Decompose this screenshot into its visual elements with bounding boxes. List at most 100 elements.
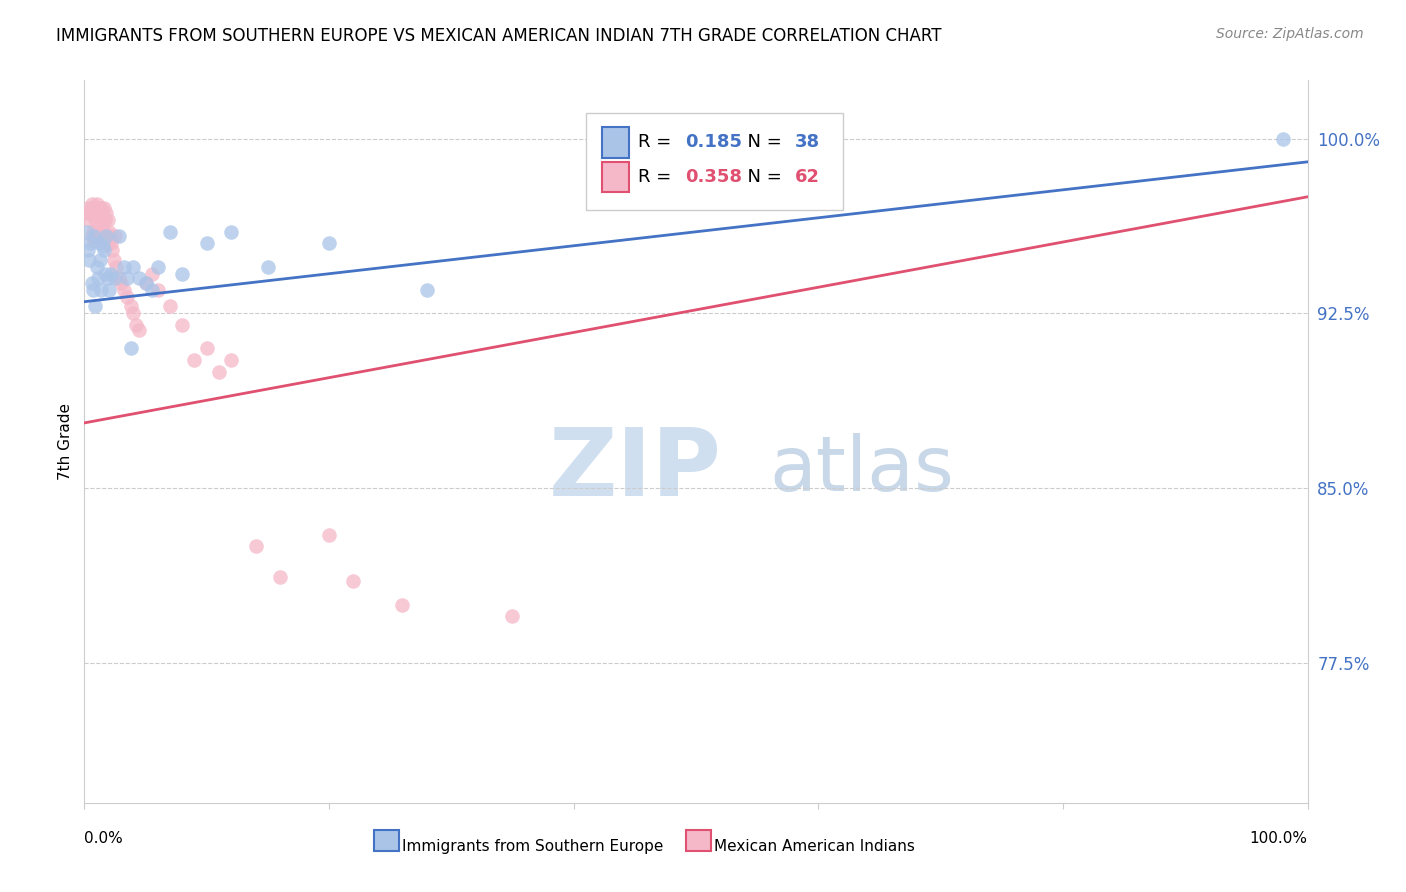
Text: Mexican American Indians: Mexican American Indians: [714, 838, 915, 854]
Text: 0.358: 0.358: [685, 168, 742, 186]
Point: [103, 252, 125, 267]
Point: [318, 236, 340, 251]
Point: [77, 213, 100, 227]
Point: [104, 271, 127, 285]
Point: [79, 206, 101, 220]
Point: [100, 267, 122, 281]
Point: [87, 206, 110, 220]
Point: [112, 283, 135, 297]
Point: [86, 196, 108, 211]
Point: [172, 267, 194, 281]
Point: [115, 290, 138, 304]
Point: [342, 574, 364, 589]
Point: [84, 299, 107, 313]
Text: 100.0%: 100.0%: [1250, 830, 1308, 846]
Point: [89, 229, 111, 244]
Point: [97, 283, 120, 297]
Point: [77, 252, 100, 267]
Point: [89, 213, 111, 227]
Point: [125, 318, 148, 332]
Point: [1272, 131, 1295, 145]
Point: [90, 283, 112, 297]
Text: Source: ZipAtlas.com: Source: ZipAtlas.com: [1216, 27, 1364, 41]
Point: [84, 229, 107, 244]
Point: [76, 225, 98, 239]
Point: [80, 196, 103, 211]
Point: [94, 229, 117, 244]
Point: [107, 229, 129, 244]
FancyBboxPatch shape: [586, 112, 842, 211]
Text: 0.185: 0.185: [685, 134, 742, 152]
Point: [141, 283, 163, 297]
Point: [195, 341, 218, 355]
Text: N =: N =: [737, 134, 787, 152]
Point: [87, 202, 110, 216]
Text: IMMIGRANTS FROM SOUTHERN EUROPE VS MEXICAN AMERICAN INDIAN 7TH GRADE CORRELATION: IMMIGRANTS FROM SOUTHERN EUROPE VS MEXIC…: [56, 27, 942, 45]
Point: [86, 260, 108, 274]
Point: [104, 229, 127, 244]
Point: [101, 244, 124, 258]
Text: R =: R =: [638, 168, 678, 186]
Point: [90, 202, 112, 216]
Point: [97, 213, 120, 227]
Point: [94, 213, 117, 227]
Point: [318, 528, 340, 542]
Point: [93, 225, 115, 239]
Point: [89, 252, 111, 267]
Point: [96, 236, 118, 251]
Point: [91, 239, 114, 253]
Point: [159, 225, 181, 239]
Text: 62: 62: [794, 168, 820, 186]
Point: [80, 229, 103, 244]
Point: [391, 598, 413, 612]
Point: [208, 365, 231, 379]
Text: atlas: atlas: [769, 434, 955, 508]
Point: [128, 271, 150, 285]
Point: [80, 276, 103, 290]
Point: [195, 236, 218, 251]
Point: [77, 202, 100, 216]
Point: [107, 271, 129, 285]
Text: Immigrants from Southern Europe: Immigrants from Southern Europe: [402, 838, 664, 854]
Y-axis label: 7th Grade: 7th Grade: [58, 403, 73, 480]
Point: [94, 267, 117, 281]
Point: [83, 206, 105, 220]
FancyBboxPatch shape: [374, 830, 399, 851]
Point: [77, 244, 100, 258]
Point: [115, 271, 138, 285]
Point: [183, 353, 205, 368]
Point: [87, 225, 110, 239]
Point: [110, 276, 132, 290]
Point: [105, 260, 128, 274]
Point: [146, 260, 169, 274]
Point: [112, 260, 135, 274]
Point: [98, 229, 121, 244]
Text: 38: 38: [794, 134, 820, 152]
Point: [159, 299, 181, 313]
Point: [83, 234, 105, 248]
Point: [97, 236, 120, 251]
Point: [122, 306, 145, 320]
Point: [90, 225, 112, 239]
FancyBboxPatch shape: [686, 830, 710, 851]
Point: [146, 283, 169, 297]
Point: [87, 229, 110, 244]
FancyBboxPatch shape: [602, 162, 628, 193]
Point: [135, 276, 157, 290]
Point: [128, 323, 150, 337]
Point: [79, 236, 101, 251]
Point: [87, 271, 110, 285]
Point: [76, 206, 98, 220]
Point: [219, 225, 242, 239]
Text: ZIP: ZIP: [550, 425, 723, 516]
Point: [269, 570, 291, 584]
Point: [93, 202, 115, 216]
Point: [120, 341, 142, 355]
Point: [87, 236, 110, 251]
Point: [82, 202, 104, 216]
Point: [219, 353, 242, 368]
Point: [96, 229, 118, 244]
Point: [97, 225, 120, 239]
Point: [416, 283, 439, 297]
Text: R =: R =: [638, 134, 678, 152]
